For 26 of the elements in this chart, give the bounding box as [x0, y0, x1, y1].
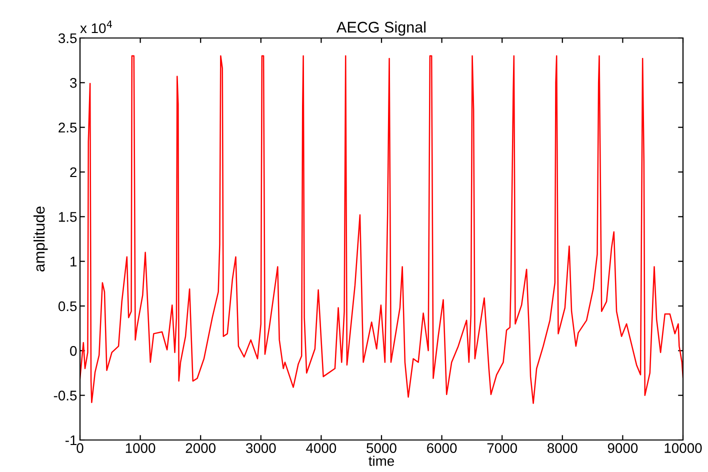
x-tick-label: 10000: [664, 443, 702, 453]
y-tick-label: 2.5: [58, 122, 77, 133]
y-tick-label: 2: [70, 167, 77, 178]
x-tick-label: 8000: [548, 443, 578, 453]
chart-title: AECG Signal: [336, 21, 426, 36]
x-tick-label: 3000: [246, 443, 276, 453]
x-tick-label: 1000: [126, 443, 156, 453]
x-tick-label: 0: [76, 443, 84, 453]
y-tick-label: -0.5: [54, 390, 77, 401]
x-tick-label: 7000: [487, 443, 518, 453]
text: x 10$^{4}$: [80, 20, 112, 34]
x-tick-label: 2000: [186, 443, 216, 453]
y-tick-label: -1: [65, 435, 77, 446]
y-tick-label: 1.5: [58, 212, 77, 222]
x-tick-label: 5000: [366, 443, 396, 453]
y-tick-label: 1: [70, 256, 77, 266]
x-tick-label: 6000: [427, 443, 457, 453]
x-tick-label: 4000: [306, 443, 336, 453]
y-axis-title: amplitude: [33, 206, 48, 272]
x-axis-title: time: [368, 456, 394, 466]
y-tick-label: 0: [70, 346, 77, 356]
y-tick-label: 3.5: [58, 33, 77, 44]
y-tick-label: 0.5: [58, 301, 77, 312]
line-series: [80, 55, 683, 404]
y-tick-label: 3: [70, 78, 77, 88]
x-tick-label: 9000: [608, 443, 638, 453]
